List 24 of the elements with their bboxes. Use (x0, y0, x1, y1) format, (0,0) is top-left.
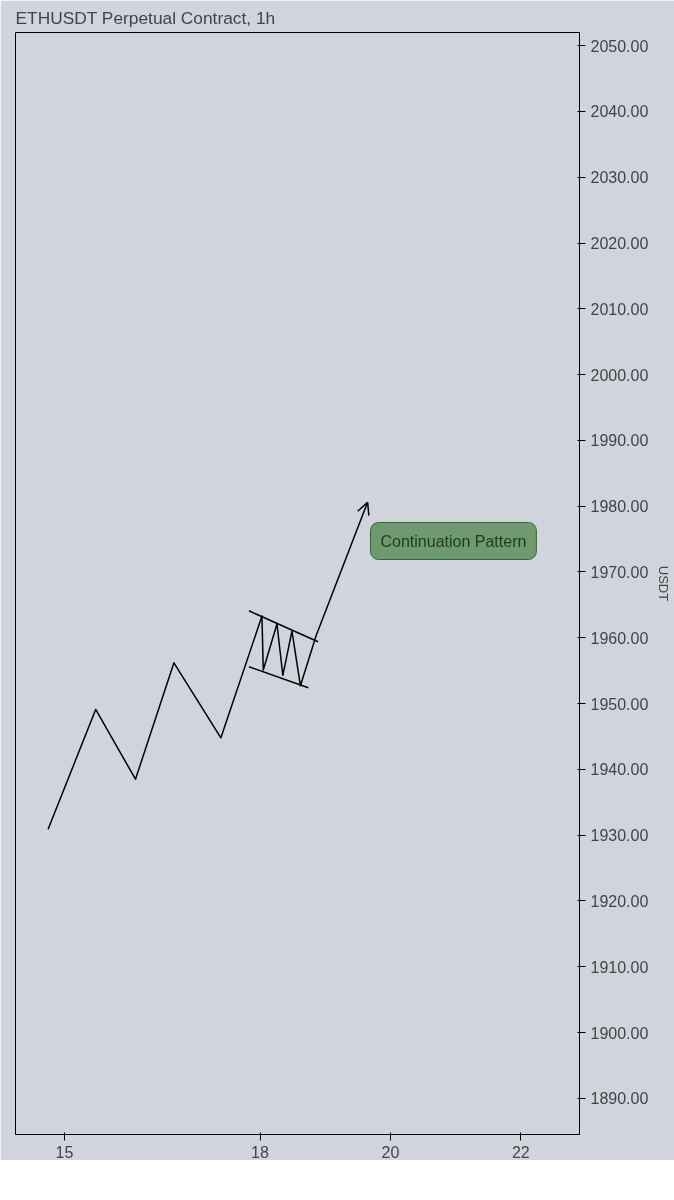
y-tick-label: 1950.00 (590, 695, 649, 713)
y-axis-title: USDT (656, 565, 672, 602)
y-tick-label: 1910.00 (590, 958, 649, 976)
y-tick-label: 2020.00 (590, 235, 649, 253)
y-tick-label: 2000.00 (590, 366, 649, 384)
y-tick-label: 1990.00 (590, 432, 649, 450)
y-tick-label: 1940.00 (590, 761, 649, 779)
y-tick-label: 1900.00 (590, 1024, 649, 1042)
y-tick-label: 1960.00 (590, 629, 649, 647)
y-tick-label: 1930.00 (590, 827, 649, 845)
x-tick-label: 20 (381, 1143, 400, 1161)
chart-title: ETHUSDT Perpetual Contract, 1h (15, 7, 276, 28)
x-tick-label: 15 (55, 1143, 74, 1161)
y-tick-label: 2030.00 (590, 169, 649, 187)
annotation: Continuation Pattern (380, 532, 527, 550)
x-tick-label: 18 (251, 1143, 270, 1161)
y-tick-label: 1890.00 (590, 1090, 649, 1108)
x-tick-label: 22 (511, 1143, 530, 1161)
y-tick-label: 1920.00 (590, 892, 649, 910)
y-tick-label: 2050.00 (590, 37, 649, 55)
y-tick-label: 2040.00 (590, 103, 649, 121)
y-tick-label: 2010.00 (590, 300, 649, 318)
y-tick-label: 1970.00 (590, 563, 649, 581)
y-tick-label: 1980.00 (590, 498, 649, 516)
